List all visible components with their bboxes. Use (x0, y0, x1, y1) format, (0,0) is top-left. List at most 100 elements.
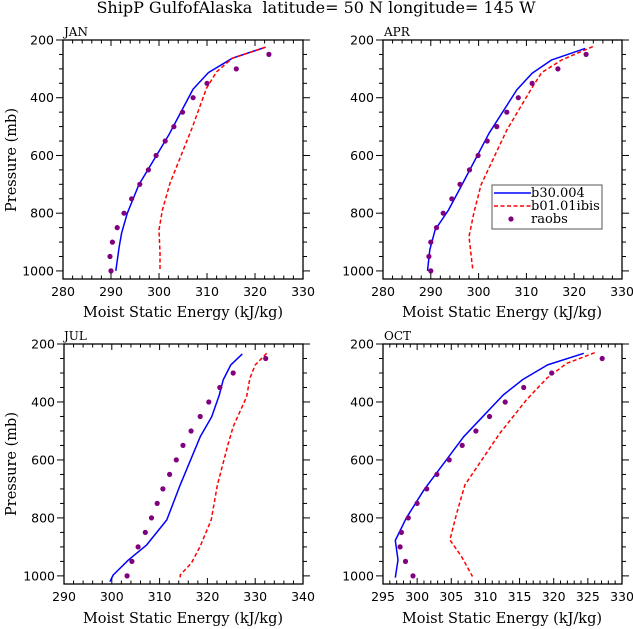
panel-title: JUL (62, 329, 87, 343)
legend-label-b01-01ibis: b01.01ibis (531, 199, 600, 214)
raobs-point (475, 152, 481, 159)
x-tick-label: 300 (100, 589, 124, 604)
plot-area (394, 351, 605, 579)
x-tick-label: 330 (610, 589, 633, 604)
raobs-point (402, 558, 409, 565)
plot-area (107, 46, 272, 274)
raobs-point (521, 384, 527, 391)
raobs-point (414, 500, 420, 506)
x-axis-label: Moist Static Energy (kJ/kg) (402, 611, 602, 627)
panel-apr: APR Moist Static Energy (kJ/kg) 280 290 30… (342, 25, 633, 321)
raobs-point (233, 66, 239, 72)
raobs-point (114, 225, 120, 231)
x-tick-label: 280 (51, 284, 75, 299)
series-line-b30-004 (115, 46, 266, 272)
series-line-b01-01ibis (468, 45, 594, 271)
raobs-point (173, 457, 179, 463)
series-line-b30-004 (426, 47, 586, 271)
plot-area (426, 45, 594, 274)
raobs-point (109, 239, 115, 245)
raobs-point (135, 544, 141, 550)
raobs-point (179, 109, 186, 115)
y-tick-label: 800 (31, 510, 55, 525)
raobs-point (494, 124, 500, 130)
raobs-point (515, 95, 521, 101)
raobs-point (129, 558, 135, 565)
y-tick-label: 200 (31, 337, 55, 352)
raobs-point (197, 413, 203, 420)
y-tick-label: 800 (30, 206, 54, 221)
series-line-b30-004 (109, 353, 243, 583)
plot-frame (382, 39, 623, 280)
x-tick-label: 295 (371, 589, 395, 604)
y-tick-label: 800 (350, 510, 374, 525)
y-tick-label: 800 (350, 206, 374, 221)
panel-title: APR (383, 25, 411, 39)
raobs-point (433, 225, 440, 231)
raobs-point (230, 370, 236, 376)
y-tick-label: 600 (30, 148, 54, 163)
panel-oct: OCT Moist Static Energy (kJ/kg) 295 300 30… (342, 329, 633, 627)
x-axis-label: Moist Static Energy (kJ/kg) (83, 611, 283, 627)
x-tick-label: 315 (508, 589, 532, 604)
y-tick-label: 1000 (342, 568, 374, 583)
raobs-point (484, 138, 490, 144)
raobs-point (217, 384, 223, 391)
x-tick-label: 305 (439, 589, 463, 604)
raobs-point (428, 268, 434, 274)
legend-marker-raobs (508, 216, 514, 222)
raobs-point (449, 196, 455, 202)
x-tick-label: 330 (610, 284, 633, 299)
y-tick-label: 600 (350, 148, 374, 163)
x-tick-label: 290 (99, 284, 123, 299)
raobs-point (124, 573, 130, 579)
raobs-point (180, 442, 186, 448)
x-tick-label: 310 (514, 284, 538, 299)
y-tick-label: 400 (350, 90, 374, 105)
y-axis-label: Pressure (mb) (4, 108, 20, 212)
x-tick-label: 300 (467, 284, 491, 299)
panel-jan: JAN Moist Static Energy (kJ/kg) Pressure… (4, 25, 315, 321)
y-tick-label: 200 (350, 337, 374, 352)
x-tick-label: 320 (562, 284, 586, 299)
panel-jul: JUL Moist Static Energy (kJ/kg) Pressure… (4, 329, 315, 627)
x-tick-label: 300 (147, 284, 171, 299)
plot-frame (63, 343, 304, 585)
raobs-point (145, 167, 151, 173)
raobs-point (473, 428, 479, 434)
raobs-point (428, 239, 434, 245)
series-line-b01-01ibis (179, 352, 268, 580)
raobs-point (486, 413, 493, 420)
x-tick-label: 330 (291, 284, 315, 299)
raobs-point (263, 355, 269, 362)
x-tick-label: 330 (243, 589, 267, 604)
y-tick-label: 600 (350, 452, 374, 467)
series-line-b01-01ibis (158, 46, 266, 271)
x-axis-label: Moist Static Energy (kJ/kg) (402, 305, 602, 321)
raobs-point (398, 529, 404, 536)
y-tick-label: 600 (31, 452, 55, 467)
y-tick-label: 1000 (342, 263, 374, 278)
x-tick-label: 310 (473, 589, 497, 604)
raobs-point (555, 66, 561, 72)
x-tick-label: 290 (52, 589, 76, 604)
raobs-point (107, 253, 113, 260)
raobs-point (424, 486, 430, 492)
raobs-point (266, 51, 272, 58)
y-tick-label: 400 (30, 90, 54, 105)
raobs-point (190, 95, 196, 101)
raobs-point (529, 80, 535, 86)
plot-frame (382, 343, 623, 585)
raobs-point (410, 573, 416, 579)
y-tick-label: 200 (350, 33, 374, 48)
raobs-point (129, 196, 135, 202)
x-tick-label: 320 (243, 284, 267, 299)
raobs-point (108, 268, 114, 274)
legend-label-b30-004: b30.004 (531, 186, 585, 201)
raobs-point (549, 370, 555, 376)
raobs-point (142, 529, 148, 536)
raobs-point (160, 486, 166, 492)
raobs-point (434, 471, 440, 477)
legend: b30.004 b01.01ibis raobs (491, 184, 603, 230)
